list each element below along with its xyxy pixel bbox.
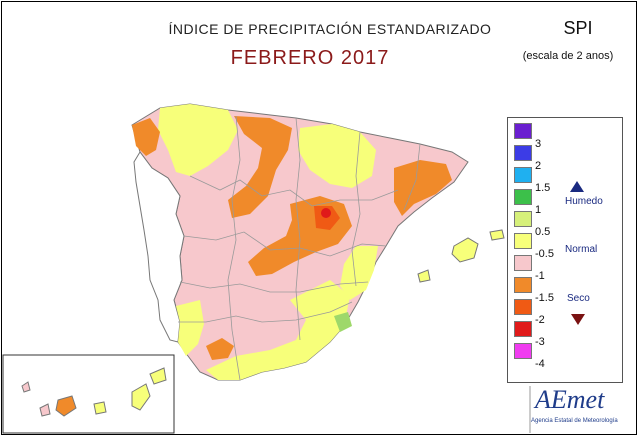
legend-wet-label: Humedo: [565, 196, 603, 207]
legend-swatch: [514, 211, 532, 227]
zone-normal-southwest: [176, 300, 204, 356]
legend-tick-label: 2: [535, 160, 542, 172]
legend-tick-label: 1.5: [535, 182, 551, 194]
dry-triangle-icon: [571, 314, 585, 325]
logo-subtitle: Agencia Estatal de Meteorología: [531, 418, 618, 424]
legend-swatch: [514, 321, 532, 337]
legend-tick-label: 0.5: [535, 226, 551, 238]
spi-legend: 3 2 1.5 1 0.5 -0.5 -1 -1.5 -2 -3 -4 Humedo Normal …: [507, 117, 623, 383]
ibiza-shape: [417, 269, 431, 283]
legend-swatch: [514, 167, 532, 183]
legend-swatch: [514, 123, 532, 139]
map-month: FEBRERO 2017: [230, 47, 390, 69]
zone-normal-east: [340, 246, 378, 300]
zone-dry-catalonia: [394, 160, 452, 216]
legend-swatch: [514, 343, 532, 359]
zone-dry-andalusia: [206, 338, 234, 360]
mallorca-shape: [451, 237, 479, 263]
zone-dry-core: [314, 206, 340, 230]
zone-extreme-dry: [321, 208, 331, 218]
legend-swatch: [514, 255, 532, 271]
legend-tick-label: -4: [535, 358, 545, 370]
legend-swatch: [514, 277, 532, 293]
zone-dry-galicia: [132, 118, 160, 156]
menorca-shape: [489, 229, 505, 241]
scale-note: (escala de 2 anos): [522, 50, 614, 62]
legend-swatch: [514, 233, 532, 249]
aemet-logo: AEmet Agencia Estatal de Meteorología: [527, 385, 627, 431]
zone-normal-north: [158, 104, 238, 176]
legend-tick-label: -3: [535, 336, 545, 348]
legend-tick-label: -2: [535, 314, 545, 326]
legend-swatch: [514, 145, 532, 161]
legend-tick-label: 1: [535, 204, 542, 216]
zone-wet-south: [334, 312, 352, 332]
legend-tick-label: -1.5: [535, 292, 554, 304]
province-borders: [178, 115, 421, 381]
logo-wordmark: AEmet: [535, 385, 605, 414]
wet-triangle-icon: [570, 181, 584, 192]
zone-normal-south: [206, 280, 350, 380]
legend-swatch: [514, 189, 532, 205]
legend-tick-label: -0.5: [535, 248, 554, 260]
canary-islands: [21, 367, 167, 417]
index-name: SPI: [563, 18, 593, 38]
zone-dry-north: [228, 116, 292, 218]
legend-swatch: [514, 299, 532, 315]
legend-tick-label: -1: [535, 270, 545, 282]
map-title: ÍNDICE DE PRECIPITACIÓN ESTANDARIZADO: [168, 21, 492, 37]
legend-normal-label: Normal: [565, 244, 598, 255]
legend-dry-label: Seco: [567, 293, 590, 304]
legend-tick-label: 3: [535, 138, 542, 150]
